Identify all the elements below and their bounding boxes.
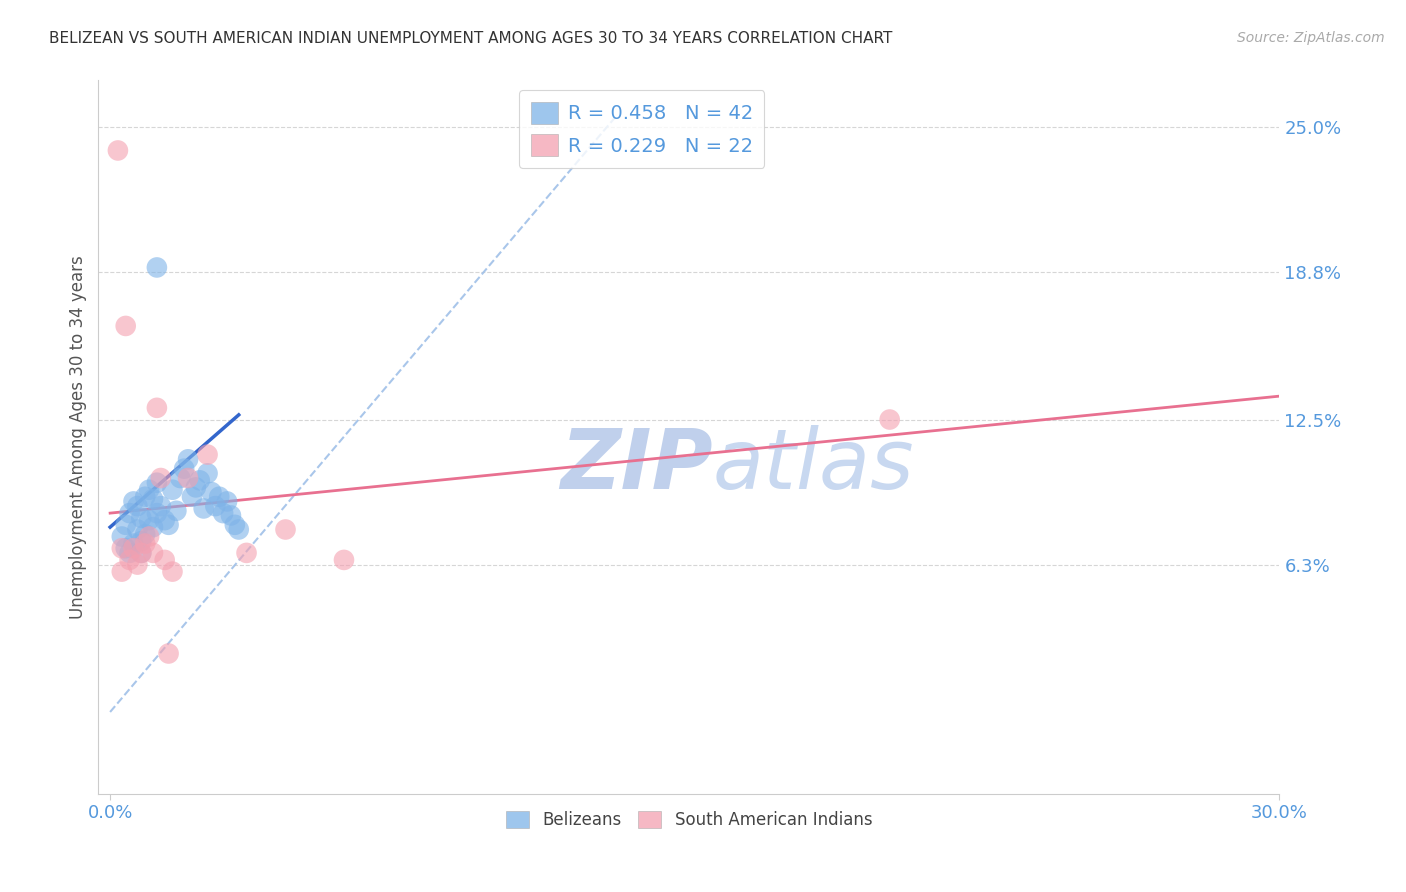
Point (142, 520, 165, 534)
Point (142, 546, 165, 560)
Text: BELIZEAN VS SOUTH AMERICAN INDIAN UNEMPLOYMENT AMONG AGES 30 TO 34 YEARS CORRELA: BELIZEAN VS SOUTH AMERICAN INDIAN UNEMPL… (49, 31, 893, 46)
Point (149, 499, 172, 513)
Point (129, 546, 152, 560)
Point (111, 565, 134, 579)
Point (224, 517, 246, 532)
Point (127, 523, 149, 537)
Point (212, 506, 235, 520)
Point (197, 448, 219, 462)
Point (129, 510, 152, 524)
Point (118, 546, 141, 560)
Point (169, 471, 191, 485)
Legend: Belizeans, South American Indians: Belizeans, South American Indians (499, 804, 879, 836)
Point (215, 494, 238, 508)
Point (114, 541, 136, 556)
Point (134, 527, 156, 541)
Point (111, 529, 134, 543)
Point (188, 474, 211, 488)
Point (200, 485, 222, 500)
Point (153, 513, 176, 527)
Point (142, 492, 165, 507)
Point (118, 553, 141, 567)
Point (228, 523, 250, 537)
Point (122, 536, 145, 550)
Point (122, 494, 145, 508)
Point (138, 529, 160, 543)
Point (157, 647, 180, 661)
Point (129, 534, 152, 549)
Text: atlas: atlas (713, 425, 914, 506)
Point (208, 490, 231, 504)
Point (127, 499, 149, 513)
Point (149, 471, 172, 485)
Point (134, 490, 156, 504)
Point (184, 480, 207, 494)
Point (138, 483, 160, 497)
Point (181, 490, 204, 504)
Point (157, 517, 180, 532)
Point (333, 553, 356, 567)
Point (146, 260, 169, 275)
Point (129, 546, 152, 560)
Point (162, 565, 184, 579)
Point (274, 523, 297, 537)
Point (173, 461, 195, 475)
Point (127, 558, 149, 572)
Point (107, 144, 129, 158)
Point (114, 517, 136, 532)
Point (177, 452, 200, 467)
Point (111, 541, 134, 556)
Point (879, 412, 901, 426)
Point (193, 501, 215, 516)
Point (177, 471, 200, 485)
Point (146, 401, 169, 415)
Point (118, 506, 141, 520)
Point (219, 508, 242, 523)
Text: Source: ZipAtlas.com: Source: ZipAtlas.com (1237, 31, 1385, 45)
Point (122, 541, 145, 556)
Text: ZIP: ZIP (560, 425, 713, 506)
Point (146, 506, 169, 520)
Y-axis label: Unemployment Among Ages 30 to 34 years: Unemployment Among Ages 30 to 34 years (69, 255, 87, 619)
Point (153, 553, 176, 567)
Point (114, 318, 136, 333)
Point (197, 467, 219, 481)
Point (204, 499, 226, 513)
Point (138, 513, 160, 527)
Point (134, 536, 156, 550)
Point (235, 546, 257, 560)
Point (162, 483, 184, 497)
Point (165, 504, 187, 518)
Point (146, 475, 169, 490)
